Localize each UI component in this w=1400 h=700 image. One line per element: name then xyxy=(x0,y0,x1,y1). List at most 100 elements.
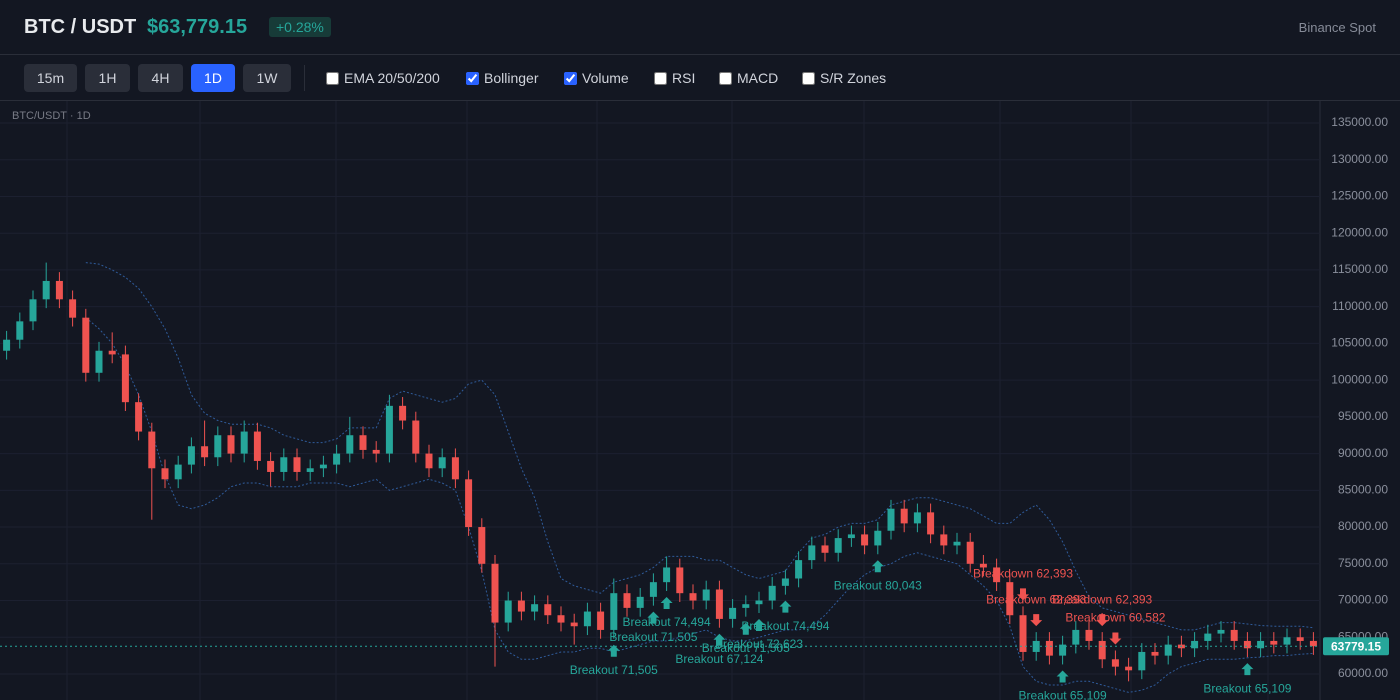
bollinger-upper xyxy=(85,262,1314,631)
candle-body xyxy=(253,431,261,461)
candle-body xyxy=(280,457,288,472)
candle-body xyxy=(174,464,182,480)
candle-body xyxy=(42,280,50,300)
chart-subtitle: BTC/USDT · 1D xyxy=(12,110,91,122)
candle-body xyxy=(451,457,459,480)
indicator-toggle[interactable]: S/R Zones xyxy=(802,70,886,86)
candle-body xyxy=(702,589,710,601)
candle-body xyxy=(847,534,855,539)
checkbox[interactable] xyxy=(654,71,667,85)
breakout-arrow xyxy=(647,611,660,624)
candle-body xyxy=(623,593,631,608)
change-badge: +0.28% xyxy=(269,17,331,37)
candle-body xyxy=(385,405,393,454)
indicator-toggle[interactable]: MACD xyxy=(719,70,778,86)
annotation-label: Breakout 72,623 xyxy=(715,637,803,651)
candle-body xyxy=(583,611,591,627)
candle-body xyxy=(1006,582,1014,616)
indicator-label: RSI xyxy=(672,70,696,86)
annotation-label: Breakout 65,109 xyxy=(1019,689,1107,700)
breakdown-arrow xyxy=(1109,632,1122,645)
y-tick-label: 135000.00 xyxy=(1331,115,1388,129)
candle-body xyxy=(544,604,552,616)
y-tick-label: 100000.00 xyxy=(1331,372,1388,386)
candle-body xyxy=(1085,629,1093,641)
candle-body xyxy=(874,530,882,546)
checkbox[interactable] xyxy=(719,71,732,85)
checkbox[interactable] xyxy=(802,71,815,85)
timeframe-button[interactable]: 1W xyxy=(243,64,291,92)
indicator-toggle[interactable]: EMA 20/50/200 xyxy=(326,70,440,86)
candle-body xyxy=(1191,640,1199,649)
indicator-toggle[interactable]: Volume xyxy=(564,70,629,86)
candle-body xyxy=(1270,640,1278,645)
candle-body xyxy=(649,582,657,597)
breakout-arrow xyxy=(739,622,752,635)
candle-body xyxy=(1019,615,1027,652)
candle-body xyxy=(517,600,525,612)
checkbox[interactable] xyxy=(564,71,577,85)
candle-body xyxy=(1230,629,1238,641)
candle-body xyxy=(1072,629,1080,645)
indicator-label: Bollinger xyxy=(484,70,539,86)
candle-body xyxy=(69,299,77,318)
candle-body xyxy=(795,560,803,579)
annotation-label: Breakdown 62,393 xyxy=(986,592,1086,606)
candle-body xyxy=(1151,651,1159,656)
candle-body xyxy=(557,615,565,623)
candle-body xyxy=(715,589,723,619)
candle-body xyxy=(306,468,314,472)
checkbox[interactable] xyxy=(326,71,339,85)
timeframe-button[interactable]: 1D xyxy=(191,64,235,92)
candle-body xyxy=(663,567,671,583)
candle-body xyxy=(887,508,895,531)
timeframe-button[interactable]: 15m xyxy=(24,64,77,92)
indicator-label: S/R Zones xyxy=(820,70,887,86)
candle-body xyxy=(913,512,921,524)
candle-body xyxy=(121,354,129,403)
annotation-label: Breakout 67,124 xyxy=(675,652,763,666)
candle-body xyxy=(3,339,11,351)
indicator-toggle[interactable]: RSI xyxy=(654,70,695,86)
y-tick-label: 95000.00 xyxy=(1338,409,1388,423)
candle-body xyxy=(689,593,697,601)
candle-body xyxy=(834,538,842,553)
breakout-arrow xyxy=(660,596,673,609)
candle-body xyxy=(359,435,367,450)
candle-body xyxy=(1045,640,1053,656)
candle-body xyxy=(966,541,974,564)
candle-body xyxy=(1111,659,1119,667)
bollinger-lower xyxy=(85,317,1314,693)
indicator-label: MACD xyxy=(737,70,779,86)
y-tick-label: 70000.00 xyxy=(1338,593,1388,607)
candle-body xyxy=(1257,640,1265,649)
candle-body xyxy=(346,435,354,454)
candle-body xyxy=(900,508,908,524)
timeframe-button[interactable]: 1H xyxy=(85,64,130,92)
candle-body xyxy=(808,545,816,561)
candle-body xyxy=(438,457,446,469)
toolbar: 15m 1H 4H 1D 1W EMA 20/50/200 Bollinger … xyxy=(0,55,1400,101)
candle-body xyxy=(927,512,935,535)
candle-body xyxy=(267,460,275,472)
candle-body xyxy=(82,317,90,373)
breakout-arrow xyxy=(779,600,792,613)
candle-body xyxy=(1296,637,1304,641)
annotation-label: Breakout 71,505 xyxy=(702,641,790,655)
y-tick-label: 75000.00 xyxy=(1338,556,1388,570)
timeframe-button[interactable]: 4H xyxy=(138,64,183,92)
y-tick-label: 125000.00 xyxy=(1331,189,1388,203)
breakout-arrow xyxy=(871,560,884,573)
indicator-toggle[interactable]: Bollinger xyxy=(466,70,538,86)
candle-body xyxy=(29,299,37,322)
y-tick-label: 115000.00 xyxy=(1332,262,1388,276)
candle-body xyxy=(465,479,473,528)
candle-body xyxy=(1283,637,1291,645)
candle-body xyxy=(1098,640,1106,660)
y-tick-label: 85000.00 xyxy=(1338,482,1388,496)
separator xyxy=(304,65,305,91)
checkbox[interactable] xyxy=(466,71,479,85)
candle-body xyxy=(1125,666,1133,671)
